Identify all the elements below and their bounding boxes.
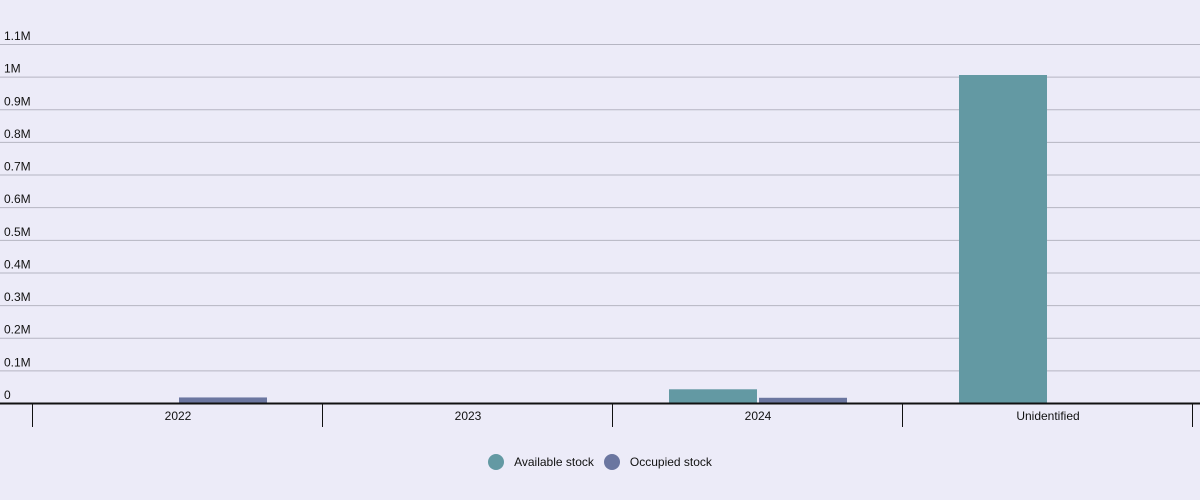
- legend-label: Occupied stock: [629, 455, 712, 469]
- y-tick-label: 0.5M: [4, 225, 31, 239]
- legend-label: Available stock: [514, 455, 594, 469]
- legend-swatch-icon: [488, 454, 505, 470]
- bar-available-stock-unidentified: [959, 75, 1047, 403]
- bar-chart: 0 0.1M 0.2M 0.3M 0.4M 0.5M 0.6M 0.7M 0.8M 0.9M 1M 1…: [0, 29, 1200, 427]
- x-tick-label: 2023: [455, 409, 482, 423]
- y-tick-label: 1.1M: [4, 29, 31, 43]
- x-tick-label: 2024: [745, 409, 772, 423]
- y-tick-label: 0.3M: [4, 290, 31, 304]
- bars: [179, 75, 1047, 403]
- x-axis: 2022 2023 2024 Unidentified: [0, 402, 1200, 427]
- y-tick-label: 0.1M: [4, 355, 31, 369]
- y-tick-label: 0.7M: [4, 160, 31, 174]
- bar-occupied-stock-2022: [179, 397, 267, 403]
- y-axis-tick-labels: 0 0.1M 0.2M 0.3M 0.4M 0.5M 0.6M 0.7M 0.8M 0.9M 1M 1…: [4, 29, 31, 402]
- legend-swatch-icon: [603, 454, 620, 470]
- y-tick-label: 0.9M: [4, 94, 31, 108]
- legend-item[interactable]: Available stock: [488, 454, 594, 470]
- legend-item[interactable]: Occupied stock: [603, 454, 712, 470]
- y-tick-label: 1M: [4, 62, 21, 76]
- legend: Available stock Occupied stock: [0, 452, 1200, 472]
- x-tick-label: 2022: [165, 409, 192, 423]
- x-tick-label: Unidentified: [1016, 409, 1079, 423]
- y-tick-label: 0: [4, 388, 11, 402]
- y-tick-label: 0.2M: [4, 323, 31, 337]
- y-tick-label: 0.8M: [4, 127, 31, 141]
- bar-occupied-stock-2024: [759, 397, 847, 403]
- bar-available-stock-2024: [669, 389, 757, 403]
- y-tick-label: 0.6M: [4, 192, 31, 206]
- y-tick-label: 0.4M: [4, 257, 31, 271]
